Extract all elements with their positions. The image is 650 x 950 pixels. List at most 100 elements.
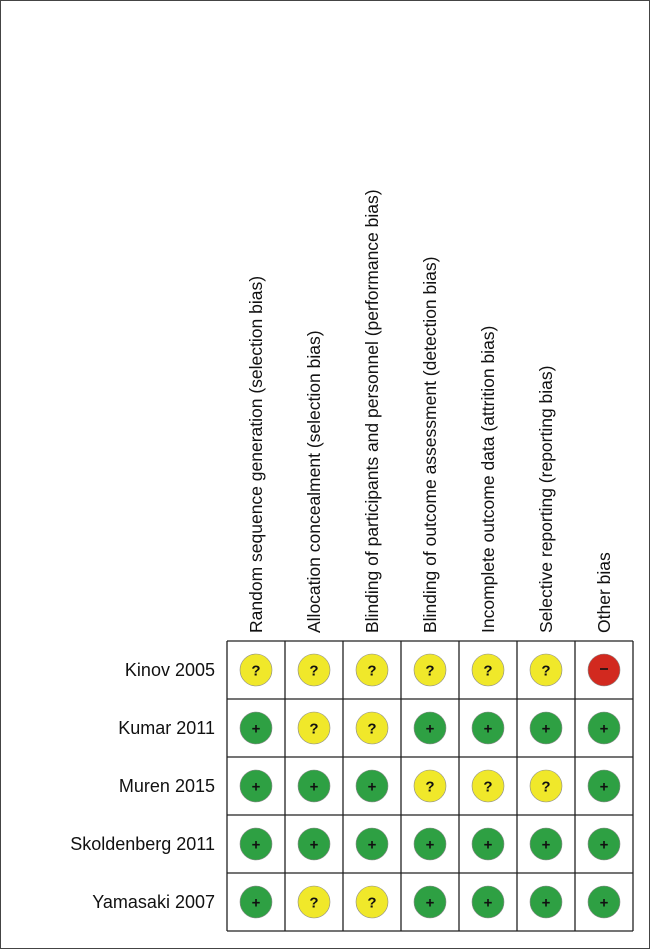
- unclear-risk-icon: ?: [413, 769, 447, 803]
- low-risk-icon: +: [413, 827, 447, 861]
- unclear-risk-icon: ?: [355, 653, 389, 687]
- question-glyph: ?: [309, 895, 318, 912]
- domain-label: Incomplete outcome data (attrition bias): [478, 326, 498, 633]
- domain-label: Blinding of participants and personnel (…: [362, 189, 382, 633]
- study-labels: Kinov 2005 Kumar 2011 Muren 2015 Skoldenber…: [70, 660, 215, 912]
- low-risk-icon: +: [587, 885, 621, 919]
- study-label: Skoldenberg 2011: [70, 834, 215, 854]
- question-glyph: ?: [367, 663, 376, 680]
- low-risk-icon: +: [297, 827, 331, 861]
- low-risk-icon: +: [529, 711, 563, 745]
- question-glyph: ?: [309, 663, 318, 680]
- domain-labels: Random sequence generation (selection bi…: [246, 189, 614, 633]
- unclear-risk-icon: ?: [471, 653, 505, 687]
- judgement-circle: [471, 885, 505, 919]
- low-risk-icon: +: [529, 827, 563, 861]
- low-risk-icon: +: [471, 711, 505, 745]
- low-risk-icon: +: [355, 827, 389, 861]
- unclear-risk-icon: ?: [471, 769, 505, 803]
- plus-glyph: +: [600, 721, 609, 738]
- judgement-circle: [471, 769, 505, 803]
- question-glyph: ?: [425, 663, 434, 680]
- judgement-circle: [239, 711, 273, 745]
- plus-glyph: +: [484, 895, 493, 912]
- judgement-cells: ????? ? +?? + + + + + + +??? + + + + + + + + +?? + + + +: [239, 653, 621, 919]
- unclear-risk-icon: ?: [413, 653, 447, 687]
- plus-glyph: +: [310, 779, 319, 796]
- plus-glyph: +: [368, 837, 377, 854]
- judgement-circle: [297, 885, 331, 919]
- plus-glyph: +: [426, 895, 435, 912]
- judgement-circle: [239, 827, 273, 861]
- judgement-circle: [529, 827, 563, 861]
- plus-glyph: +: [252, 895, 261, 912]
- domain-label: Allocation concealment (selection bias): [304, 330, 324, 633]
- judgement-circle: [355, 769, 389, 803]
- low-risk-icon: +: [239, 769, 273, 803]
- plus-glyph: +: [484, 837, 493, 854]
- unclear-risk-icon: ?: [529, 653, 563, 687]
- plus-glyph: +: [252, 779, 261, 796]
- question-glyph: ?: [425, 779, 434, 796]
- low-risk-icon: +: [297, 769, 331, 803]
- low-risk-icon: +: [413, 711, 447, 745]
- unclear-risk-icon: ?: [297, 711, 331, 745]
- domain-label: Other bias: [594, 552, 614, 633]
- judgement-circle: [529, 769, 563, 803]
- question-glyph: ?: [541, 779, 550, 796]
- judgement-circle: [239, 885, 273, 919]
- judgement-circle: [297, 653, 331, 687]
- plus-glyph: +: [542, 721, 551, 738]
- judgement-circle: [413, 653, 447, 687]
- low-risk-icon: +: [239, 711, 273, 745]
- domain-label: Selective reporting (reporting bias): [536, 366, 556, 634]
- low-risk-icon: +: [413, 885, 447, 919]
- judgement-circle: [413, 827, 447, 861]
- judgement-circle: [239, 769, 273, 803]
- judgement-circle: [587, 769, 621, 803]
- question-glyph: ?: [483, 779, 492, 796]
- judgement-circle: [297, 827, 331, 861]
- low-risk-icon: +: [529, 885, 563, 919]
- low-risk-icon: +: [239, 885, 273, 919]
- question-glyph: ?: [309, 721, 318, 738]
- judgement-circle: [587, 653, 621, 687]
- unclear-risk-icon: ?: [529, 769, 563, 803]
- judgement-circle: [587, 711, 621, 745]
- judgement-circle: [297, 769, 331, 803]
- question-glyph: ?: [483, 663, 492, 680]
- domain-label: Blinding of outcome assessment (detectio…: [420, 257, 440, 633]
- unclear-risk-icon: ?: [297, 653, 331, 687]
- judgement-circle: [355, 885, 389, 919]
- plus-glyph: +: [310, 837, 319, 854]
- unclear-risk-icon: ?: [297, 885, 331, 919]
- judgement-circle: [471, 827, 505, 861]
- unclear-risk-icon: ?: [239, 653, 273, 687]
- judgement-circle: [355, 827, 389, 861]
- judgement-circle: [471, 653, 505, 687]
- low-risk-icon: +: [471, 827, 505, 861]
- low-risk-icon: +: [355, 769, 389, 803]
- judgement-circle: [471, 711, 505, 745]
- plus-glyph: +: [600, 895, 609, 912]
- judgement-grid: [226, 640, 634, 932]
- judgement-circle: [239, 653, 273, 687]
- study-label: Kinov 2005: [125, 660, 215, 680]
- question-glyph: ?: [251, 663, 260, 680]
- unclear-risk-icon: ?: [355, 885, 389, 919]
- study-label: Muren 2015: [119, 776, 215, 796]
- low-risk-icon: +: [471, 885, 505, 919]
- unclear-risk-icon: ?: [355, 711, 389, 745]
- judgement-circle: [587, 827, 621, 861]
- judgement-circle: [413, 711, 447, 745]
- plus-glyph: +: [542, 895, 551, 912]
- judgement-circle: [413, 885, 447, 919]
- judgement-circle: [587, 885, 621, 919]
- low-risk-icon: +: [587, 711, 621, 745]
- plus-glyph: +: [600, 779, 609, 796]
- judgement-circle: [529, 653, 563, 687]
- plus-glyph: +: [252, 837, 261, 854]
- judgement-circle: [297, 711, 331, 745]
